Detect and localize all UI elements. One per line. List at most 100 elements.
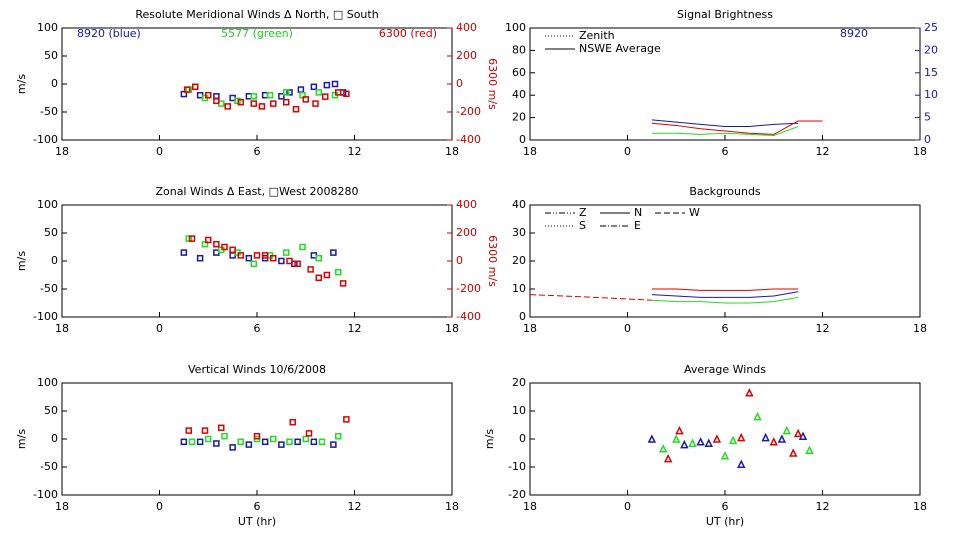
annotation: 5577 (green) [221, 27, 293, 40]
x-tick-label: 12 [348, 322, 362, 335]
marker [312, 100, 319, 107]
y2-tick-label: -200 [456, 105, 481, 118]
y-tick-label: -100 [33, 488, 58, 501]
y-tick-label: 100 [37, 21, 58, 34]
x-tick-label: 0 [624, 322, 631, 335]
marker [753, 411, 762, 421]
marker [728, 435, 738, 445]
y-tick-label: 0 [519, 432, 526, 445]
marker [201, 427, 209, 434]
y2-axis-label: 6300 m/s [486, 235, 499, 287]
marker [229, 246, 236, 254]
marker [696, 437, 705, 446]
y2-tick-label: 0 [924, 133, 931, 146]
marker [286, 438, 293, 446]
legend-label: E [634, 219, 641, 232]
marker [335, 432, 342, 440]
marker [294, 438, 301, 446]
marker [229, 444, 236, 451]
marker [305, 430, 313, 437]
x-tick-label: 18 [913, 145, 927, 158]
y-tick-label: 50 [44, 404, 58, 417]
x-tick-label: 6 [722, 500, 729, 513]
marker [297, 86, 305, 93]
marker [294, 260, 301, 268]
marker [318, 438, 326, 446]
legend-label: NSWE Average [579, 42, 661, 55]
marker [253, 252, 261, 259]
chart-title: Signal Brightness [677, 8, 773, 21]
marker [270, 435, 277, 443]
x-tick-label: 18 [445, 145, 459, 158]
x-tick-label: 18 [55, 322, 69, 335]
y-axis-label: m/s [15, 251, 28, 271]
y-tick-label: 30 [512, 226, 526, 239]
marker [205, 435, 212, 443]
marker [343, 416, 350, 423]
y2-tick-label: 200 [456, 49, 477, 62]
marker [704, 438, 713, 447]
y2-tick-label: 0 [456, 254, 463, 267]
marker [180, 438, 188, 446]
legend-label: Z [579, 206, 587, 219]
y2-axis-label: 6300 m/s [486, 58, 499, 110]
marker [315, 89, 322, 96]
x-tick-label: 18 [913, 500, 927, 513]
marker [672, 434, 681, 443]
marker [659, 444, 668, 453]
x-tick-label: 18 [523, 500, 537, 513]
marker [213, 240, 220, 248]
marker [343, 90, 350, 98]
x-tick-label: 12 [816, 500, 830, 513]
y-tick-label: -50 [40, 460, 58, 473]
marker [335, 268, 342, 276]
y-tick-label: 40 [512, 198, 526, 211]
x-tick-label: 6 [722, 322, 729, 335]
x-tick-label: 18 [445, 500, 459, 513]
x-tick-label: 0 [156, 322, 163, 335]
x-tick-label: 18 [913, 322, 927, 335]
marker [261, 252, 269, 259]
marker [245, 254, 253, 262]
marker [205, 236, 212, 244]
marker [675, 425, 684, 435]
y-tick-label: 0 [51, 254, 58, 267]
marker [302, 435, 309, 443]
marker [183, 86, 191, 93]
marker [205, 91, 212, 99]
marker [299, 243, 306, 251]
x-tick-label: 6 [254, 322, 261, 335]
marker [250, 260, 257, 268]
y2-tick-label: 400 [456, 21, 477, 34]
marker [278, 441, 285, 448]
marker [188, 438, 196, 446]
y-axis-label: m/s [15, 74, 28, 94]
y-tick-label: -100 [33, 310, 58, 323]
plot-frame [61, 27, 453, 141]
y2-tick-label: 5 [924, 111, 931, 124]
y-tick-label: -50 [40, 282, 58, 295]
marker [253, 432, 261, 440]
y-tick-label: 50 [44, 226, 58, 239]
marker [261, 438, 269, 446]
y-tick-label: -10 [508, 460, 526, 473]
marker [283, 98, 290, 106]
y-tick-label: 0 [51, 77, 58, 90]
marker [307, 266, 314, 273]
y-tick-label: 100 [505, 21, 526, 34]
marker [221, 243, 228, 251]
marker [310, 83, 318, 91]
y2-tick-label: 20 [924, 43, 938, 56]
marker [283, 249, 290, 256]
y-tick-label: 80 [512, 43, 526, 56]
x-tick-label: 0 [156, 500, 163, 513]
marker [221, 432, 228, 440]
y-tick-label: 10 [512, 282, 526, 295]
marker [237, 438, 244, 446]
plot-frame [529, 204, 921, 318]
y-tick-label: 20 [512, 254, 526, 267]
y-tick-label: 0 [519, 133, 526, 146]
marker [292, 105, 300, 113]
x-tick-label: 0 [624, 145, 631, 158]
line [651, 119, 799, 128]
